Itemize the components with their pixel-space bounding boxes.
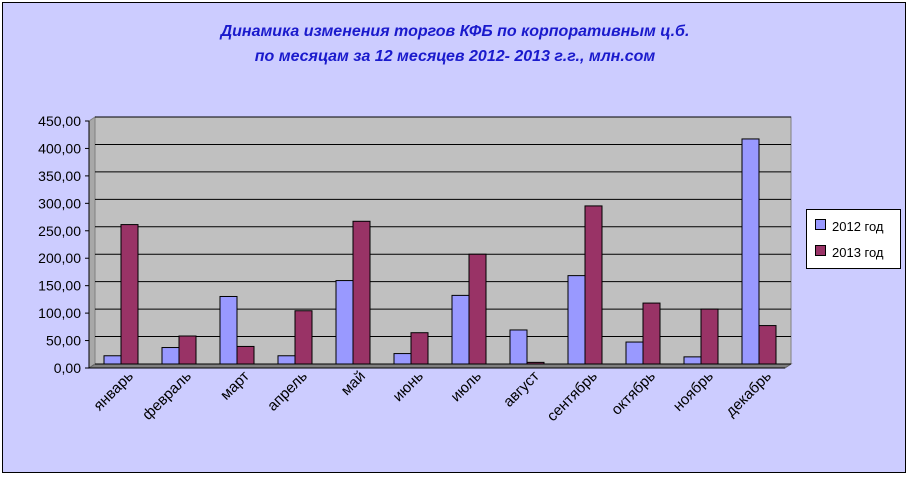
bar-2013-8	[584, 205, 603, 365]
legend: 2012 год 2013 год	[806, 209, 901, 269]
bar-2012-5	[393, 353, 412, 365]
bar-2013-6	[468, 253, 487, 365]
y-tick-label: 250,00	[38, 223, 81, 239]
bar-2013-11	[758, 325, 777, 365]
legend-item-2013: 2013 год	[815, 244, 884, 262]
bar-2012-2	[219, 295, 238, 365]
legend-swatch-2012	[815, 219, 826, 230]
chart-title-line-1: Динамика изменения торгов КФБ по корпора…	[220, 23, 690, 40]
legend-label-2012: 2012 год	[832, 219, 884, 234]
bar-2012-9	[625, 341, 644, 365]
y-tick-label: 450,00	[38, 113, 81, 129]
y-tick-label: 300,00	[38, 195, 81, 211]
x-tick-label: декабрь	[722, 368, 775, 421]
bar-2012-3	[277, 355, 296, 365]
chart-title-line-2: по месяцам за 12 месяцев 2012- 2013 г.г.…	[254, 48, 656, 65]
legend-item-2012: 2012 год	[815, 218, 884, 236]
bar-2012-7	[509, 329, 528, 365]
x-tick-label: август	[500, 368, 543, 411]
bar-2013-5	[410, 332, 429, 365]
legend-label-2013: 2013 год	[832, 245, 884, 260]
plot-floor	[87, 363, 793, 369]
legend-swatch-2013	[815, 245, 826, 256]
y-tick-label: 200,00	[38, 250, 81, 266]
y-tick-label: 50,00	[46, 333, 81, 349]
y-tick-label: 100,00	[38, 305, 81, 321]
bar-2013-4	[352, 220, 371, 365]
x-tick-label: июнь	[390, 368, 427, 405]
y-tick-label: 350,00	[38, 168, 81, 184]
plot-background	[94, 116, 792, 365]
bar-2013-0	[120, 224, 139, 365]
bar-2013-3	[294, 310, 313, 365]
x-tick-label: ноябрь	[670, 368, 717, 415]
bar-2012-10	[683, 356, 702, 365]
x-tick-label: сентябрь	[544, 368, 601, 425]
plot-side-wall	[88, 116, 96, 369]
x-tick-label: февраль	[139, 368, 195, 424]
x-tick-label: октябрь	[608, 368, 659, 419]
x-tick-label: май	[338, 368, 369, 399]
y-tick-label: 150,00	[38, 278, 81, 294]
chart-title: Динамика изменения торгов КФБ по корпора…	[3, 19, 907, 69]
bar-chart: 0,00 50,00 100,00 150,00 200,00 250,00 300,00 3…	[38, 113, 793, 425]
x-tick-label: апрель	[264, 368, 311, 415]
bar-2012-1	[161, 347, 180, 365]
bar-2013-1	[178, 335, 197, 365]
bar-2013-2	[236, 345, 255, 365]
bar-2012-6	[451, 294, 470, 365]
x-tick-label: март	[217, 368, 253, 404]
y-tick-label: 400,00	[38, 140, 81, 156]
bar-2012-8	[567, 275, 586, 365]
x-tick-label: январь	[90, 368, 137, 415]
bar-2013-9	[642, 302, 661, 365]
bar-2013-7	[526, 361, 545, 365]
bar-2012-4	[335, 280, 354, 365]
y-tick-label: 0,00	[54, 360, 81, 376]
x-tick-label: июль	[447, 368, 485, 406]
bar-2012-11	[741, 138, 760, 365]
bar-2012-0	[103, 355, 122, 365]
bar-2013-10	[700, 308, 719, 365]
